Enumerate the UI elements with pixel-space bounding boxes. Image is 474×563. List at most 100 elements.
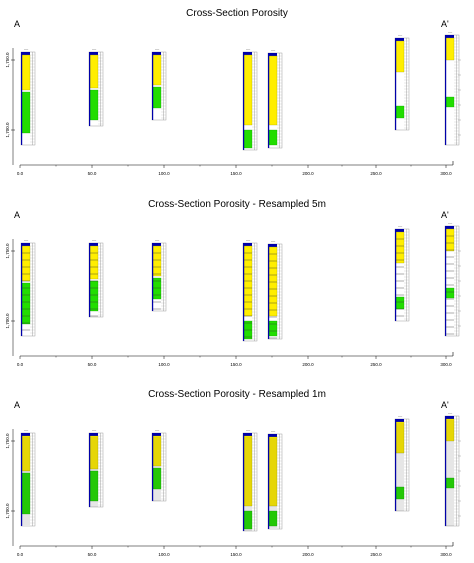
well-4-base-bar — [243, 433, 245, 531]
well-name-tag: ––– — [155, 429, 160, 432]
x-tick-label: 100.0 — [158, 362, 170, 367]
y-tick-label: 1,750.0 — [5, 433, 10, 449]
well-name-tag: ––– — [271, 430, 276, 433]
well-7-high-porosity-zone — [445, 37, 455, 61]
well-1-high-porosity-zone — [21, 435, 31, 472]
well-3-high-porosity-zone — [152, 435, 162, 467]
well-7-base-bar — [445, 35, 447, 145]
panel-3: Cross-Section Porosity - Resampled 1m A A'… — [5, 389, 461, 557]
well-name-tag: ––– — [92, 239, 97, 242]
section-end-label: A' — [441, 400, 449, 410]
well-name-tag: ––– — [398, 415, 403, 418]
well-2-low-porosity-zone — [89, 89, 99, 121]
x-tick-label: 300.0 — [440, 362, 452, 367]
y-tick-label: 1,700.0 — [5, 313, 10, 329]
well-7-top-marker — [446, 416, 454, 419]
well-6-high-porosity-zone — [395, 40, 405, 73]
x-tick-label: 50.0 — [88, 362, 97, 367]
panel-2-well-5 — [267, 243, 283, 340]
well-7-high-porosity-zone — [445, 228, 455, 252]
well-6-high-porosity-zone — [395, 421, 405, 454]
panel-1-well-1 — [20, 51, 36, 146]
well-name-tag: ––– — [92, 48, 97, 51]
well-name-tag: ––– — [246, 239, 251, 242]
well-1-high-porosity-zone — [21, 54, 31, 91]
well-name-tag: ––– — [246, 429, 251, 432]
well-6-top-marker — [396, 419, 404, 422]
well-1-top-marker — [22, 52, 30, 55]
x-tick-label: 250.0 — [370, 171, 382, 176]
panel-title: Cross-Section Porosity — [186, 8, 288, 19]
well-name-tag: ––– — [448, 31, 453, 34]
well-4-base-bar — [243, 52, 245, 150]
panel-3-well-6 — [394, 418, 410, 512]
well-5-low-porosity-zone — [268, 129, 278, 146]
well-2-top-marker — [90, 52, 98, 55]
well-name-tag: ––– — [155, 239, 160, 242]
well-4-base-bar — [243, 243, 245, 341]
well-1-base-bar — [21, 52, 23, 145]
panel-title: Cross-Section Porosity - Resampled 1m — [148, 389, 326, 400]
well-5-top-marker — [269, 53, 277, 56]
well-3-high-porosity-zone — [152, 245, 162, 277]
well-1-low-porosity-zone — [21, 282, 31, 325]
well-2-top-marker — [90, 433, 98, 436]
panel-1: Cross-Section Porosity A A' 1,750.0 1,700.0 –… — [5, 8, 461, 176]
well-6-top-marker — [396, 38, 404, 41]
well-6-low-porosity-zone — [395, 296, 405, 310]
well-5-high-porosity-zone — [268, 55, 278, 126]
panel-3-well-7 — [444, 415, 460, 527]
well-1-base-bar — [21, 433, 23, 526]
section-start-label: A — [14, 400, 20, 410]
panel-3-well-4 — [242, 432, 258, 532]
section-end-label: A' — [441, 19, 449, 29]
well-3-top-marker — [153, 52, 161, 55]
well-7-low-porosity-zone — [445, 96, 455, 108]
well-name-tag: ––– — [448, 222, 453, 225]
x-tick-label: 100.0 — [158, 171, 170, 176]
section-start-label: A — [14, 210, 20, 220]
well-name-tag: ––– — [246, 48, 251, 51]
x-tick-label: 250.0 — [370, 552, 382, 557]
well-3-base-bar — [152, 52, 154, 120]
panel-2-well-3 — [151, 242, 167, 312]
well-3-low-porosity-zone — [152, 467, 162, 490]
well-4-top-marker — [244, 433, 252, 436]
well-7-top-marker — [446, 226, 454, 229]
well-6-base-bar — [395, 229, 397, 321]
well-7-high-porosity-zone — [445, 418, 455, 442]
well-6-low-porosity-zone — [395, 105, 405, 119]
well-6-low-porosity-zone — [395, 486, 405, 500]
y-tick-label: 1,700.0 — [5, 503, 10, 519]
well-1-base-bar — [21, 243, 23, 336]
panel-2-well-4 — [242, 242, 258, 342]
well-3-top-marker — [153, 433, 161, 436]
panel-1-well-6 — [394, 37, 410, 131]
x-tick-label: 200.0 — [302, 171, 314, 176]
panel-3-well-3 — [151, 432, 167, 502]
x-tick-label: 300.0 — [440, 171, 452, 176]
well-7-base-bar — [445, 416, 447, 526]
well-5-top-marker — [269, 244, 277, 247]
well-3-top-marker — [153, 243, 161, 246]
x-tick-label: 250.0 — [370, 362, 382, 367]
well-4-top-marker — [244, 243, 252, 246]
well-5-low-porosity-zone — [268, 320, 278, 337]
y-tick-label: 1,700.0 — [5, 122, 10, 138]
panel-1-well-7 — [444, 34, 460, 146]
well-1-high-porosity-zone — [21, 245, 31, 282]
well-7-low-porosity-zone — [445, 287, 455, 299]
well-2-base-bar — [89, 433, 91, 507]
well-5-base-bar — [268, 244, 270, 339]
well-1-low-porosity-zone — [21, 91, 31, 134]
x-tick-label: 300.0 — [440, 552, 452, 557]
well-6-high-porosity-zone — [395, 231, 405, 264]
well-3-base-bar — [152, 243, 154, 311]
well-name-tag: ––– — [271, 240, 276, 243]
well-4-high-porosity-zone — [243, 54, 253, 126]
well-7-top-marker — [446, 35, 454, 38]
well-name-tag: ––– — [92, 429, 97, 432]
well-5-high-porosity-zone — [268, 436, 278, 507]
